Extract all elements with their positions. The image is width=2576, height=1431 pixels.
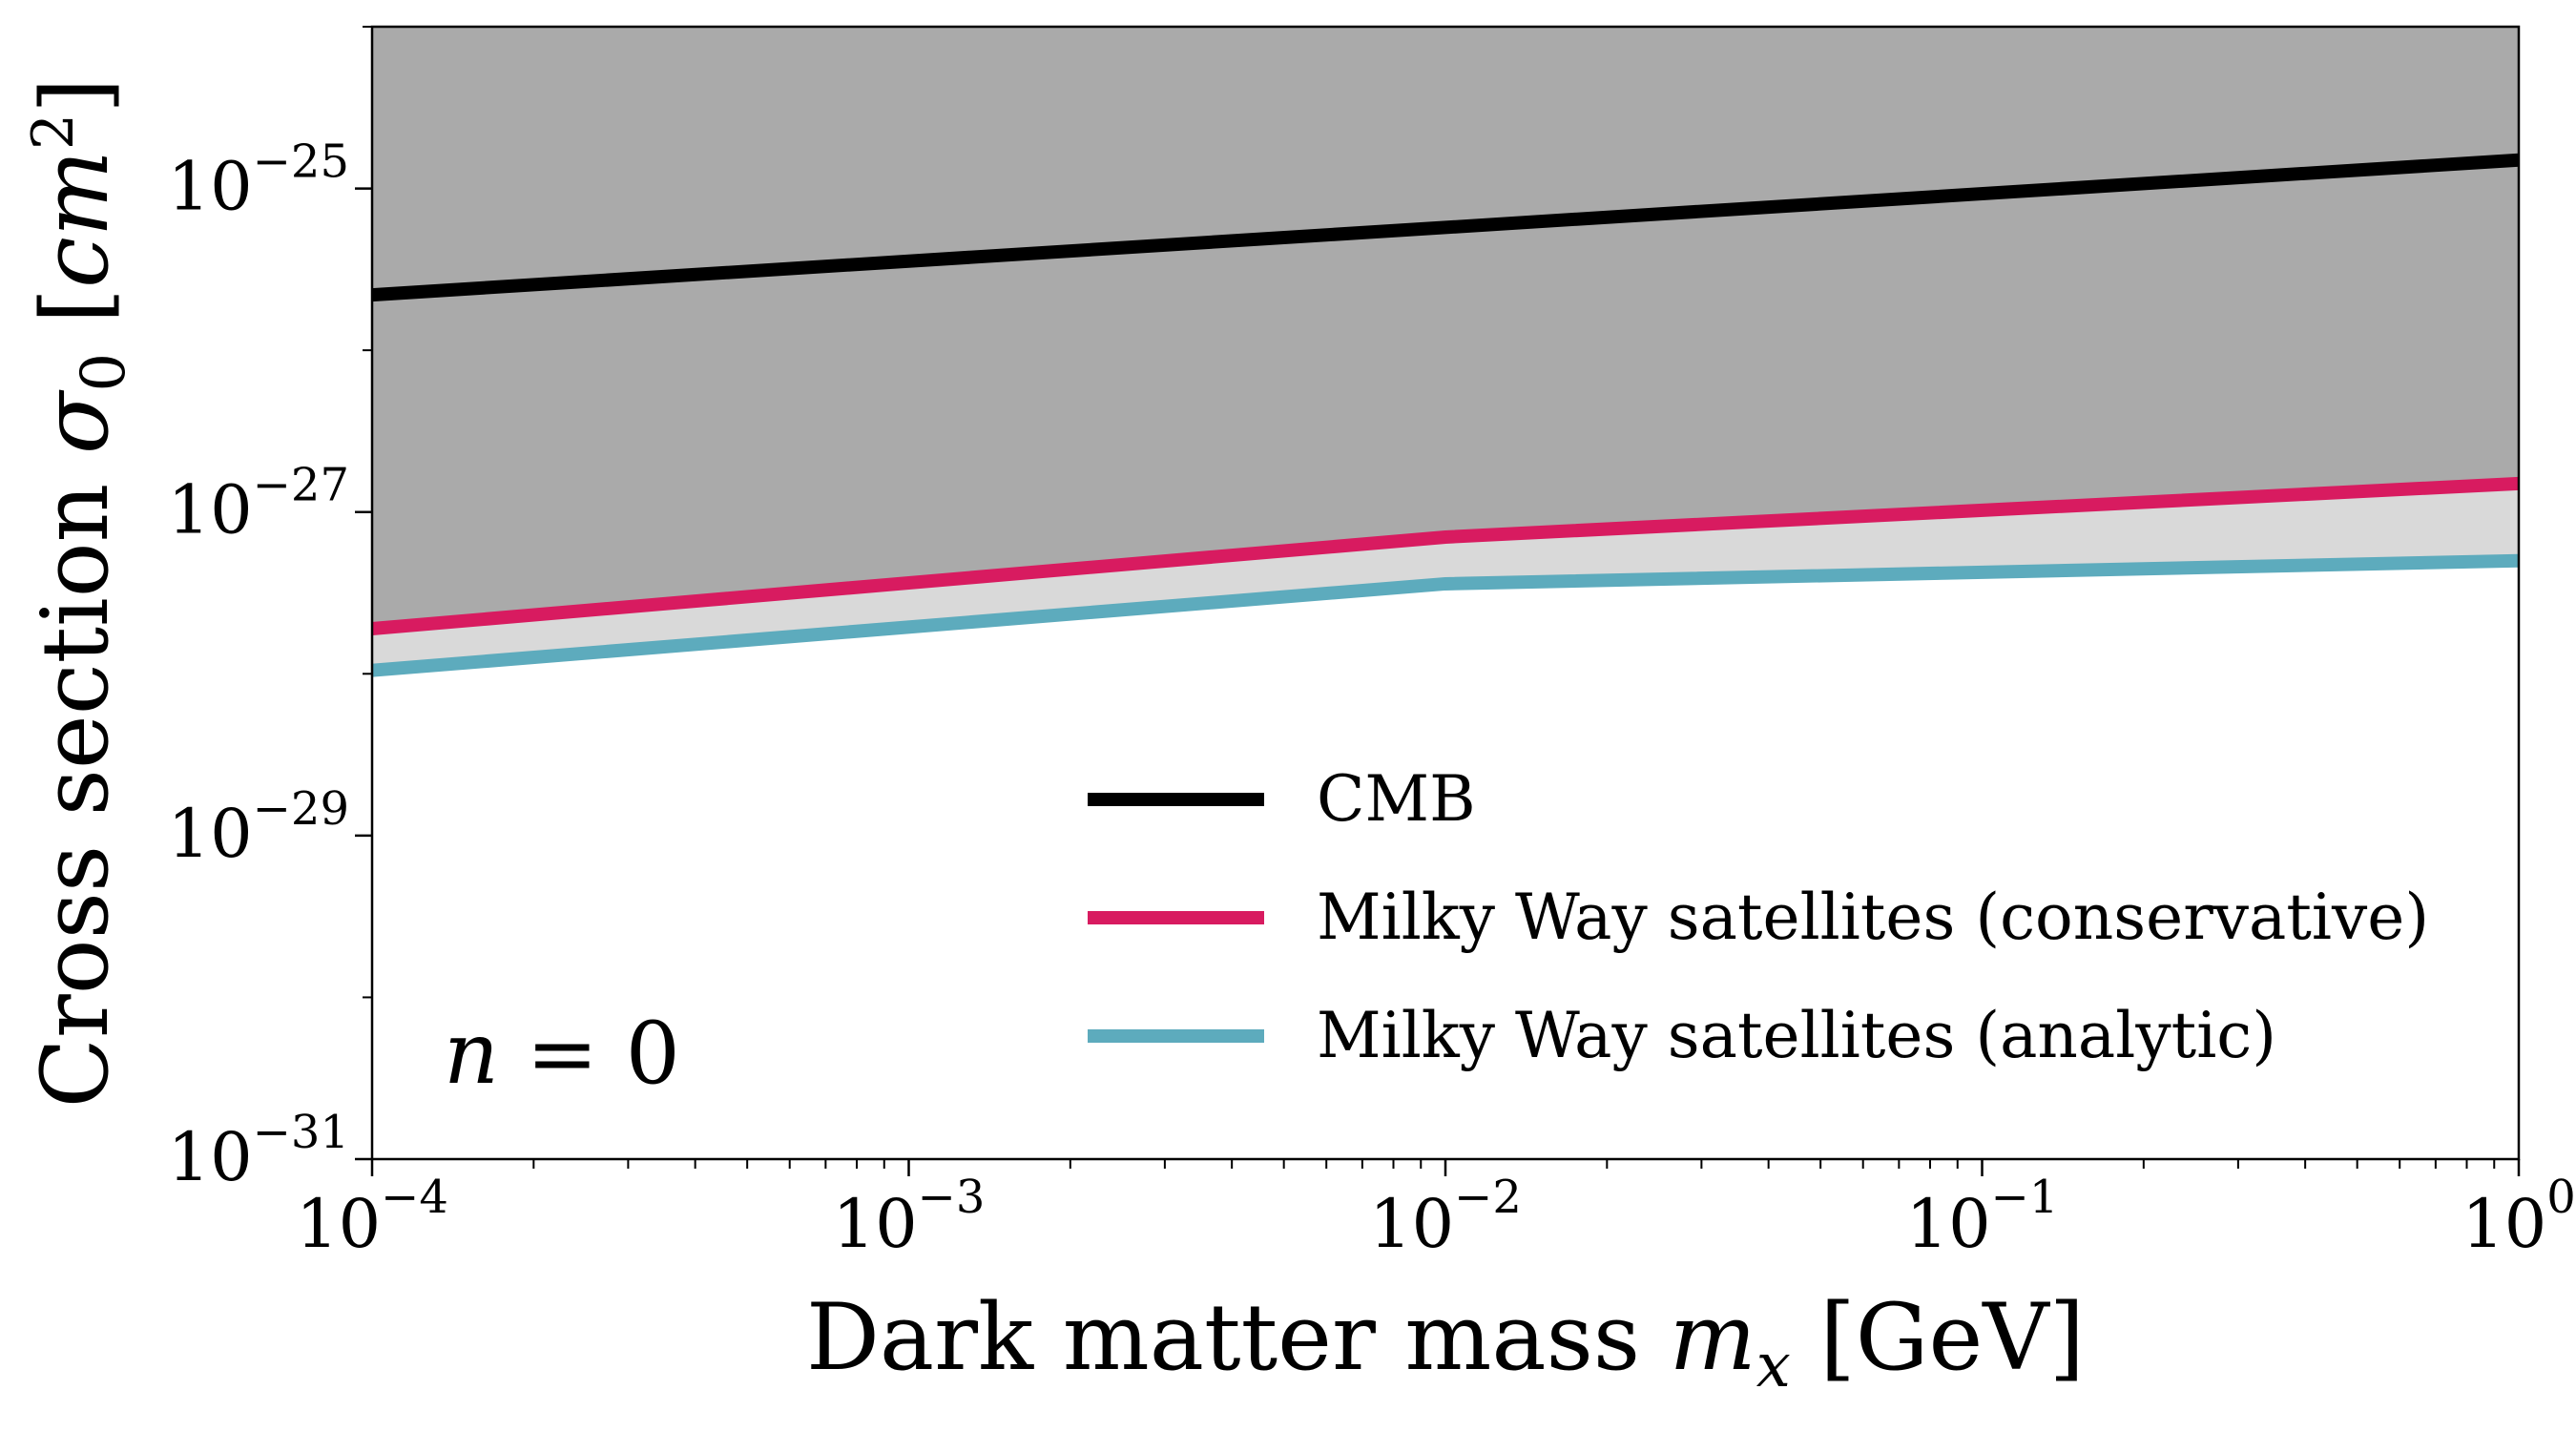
x-tick-label: 10−4 bbox=[296, 1171, 448, 1263]
y-tick-label: 10−27 bbox=[168, 459, 349, 550]
legend: CMB Milky Way satellites (conservative) Mi… bbox=[1088, 762, 2429, 1072]
x-axis-label-sub: x bbox=[1756, 1331, 1791, 1401]
y-axis-label: Cross section σ0 [cm2] bbox=[20, 77, 139, 1108]
y-axis-label-open: [ bbox=[22, 288, 129, 353]
series-lines bbox=[371, 153, 2520, 677]
y-axis-label-close: ] bbox=[22, 77, 129, 113]
x-axis-label-text: Dark matter mass bbox=[806, 1284, 1670, 1391]
y-axis-label-sup: 2 bbox=[20, 114, 87, 150]
x-tick-label: 10−2 bbox=[1369, 1171, 1522, 1263]
y-tick-label: 10−31 bbox=[168, 1106, 349, 1196]
axis-ticks: 10−4 10−3 10−2 10−1 100 10−31 10−29 10−27 10−25 bbox=[168, 26, 2576, 1263]
x-tick-label: 10−3 bbox=[833, 1171, 986, 1263]
y-axis-label-var: σ bbox=[22, 389, 129, 454]
series-line-0 bbox=[371, 153, 2520, 302]
y-axis-label-sub: 0 bbox=[69, 353, 139, 392]
y-tick-label: 10−25 bbox=[168, 135, 349, 226]
series-line-1 bbox=[371, 476, 2520, 635]
y-axis-label-text: Cross section bbox=[22, 454, 129, 1108]
region-excluded bbox=[372, 27, 2519, 630]
annotation-rest: = 0 bbox=[499, 1004, 680, 1104]
x-tick-label: 10−1 bbox=[1906, 1171, 2059, 1263]
y-axis-label-unit: cm bbox=[22, 150, 129, 288]
legend-label-0: CMB bbox=[1317, 762, 1476, 836]
x-tick-label: 100 bbox=[2462, 1171, 2576, 1263]
legend-label-2: Milky Way satellites (analytic) bbox=[1317, 999, 2276, 1072]
x-axis-label: Dark matter mass mx [GeV] bbox=[806, 1284, 2085, 1401]
annotation-n: n = 0 bbox=[444, 1004, 680, 1104]
legend-label-1: Milky Way satellites (conservative) bbox=[1317, 881, 2429, 954]
series-line-2 bbox=[371, 553, 2520, 677]
x-axis-label-var: m bbox=[1670, 1284, 1756, 1391]
x-axis-label-unit: [GeV] bbox=[1791, 1284, 2085, 1391]
y-tick-label: 10−29 bbox=[168, 782, 349, 873]
annotation-var: n bbox=[444, 1004, 499, 1104]
